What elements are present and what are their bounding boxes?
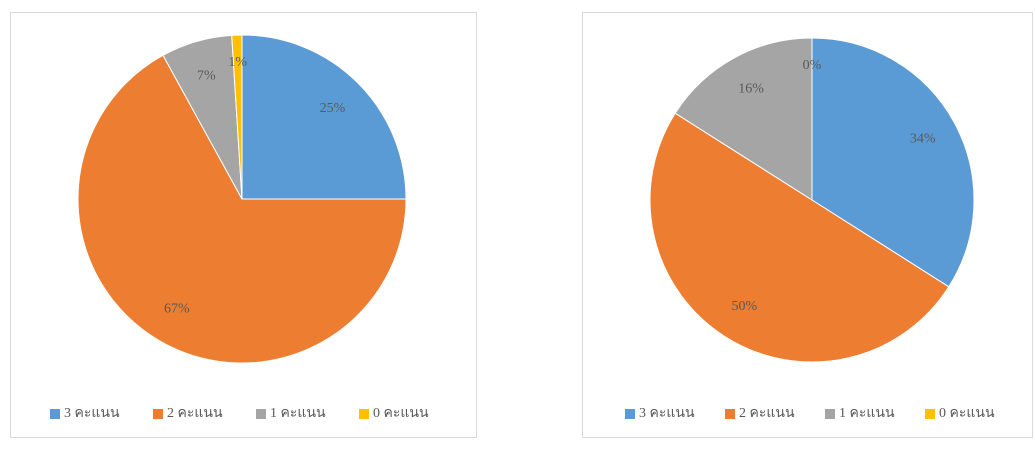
data-label: 0% [803, 58, 822, 73]
legend-swatch [625, 409, 635, 419]
data-label: 34% [910, 131, 936, 146]
data-label: 1% [228, 55, 247, 70]
legend-label: 1 คะแนน [839, 406, 895, 421]
legend-label: 1 คะแนน [270, 406, 326, 421]
legend-swatch [50, 409, 60, 419]
legend-label: 0 คะแนน [939, 406, 995, 421]
legend-label: 2 คะแนน [739, 406, 795, 421]
legend-swatch [725, 409, 735, 419]
legend-swatch [359, 409, 369, 419]
legend-swatch [825, 409, 835, 419]
legend-label: 0 คะแนน [373, 406, 429, 421]
legend-label: 2 คะแนน [167, 406, 223, 421]
data-label: 50% [731, 299, 757, 314]
data-label: 16% [738, 81, 764, 96]
legend-label: 3 คะแนน [64, 406, 120, 421]
legend-swatch [925, 409, 935, 419]
data-label: 7% [197, 68, 216, 83]
page: 25% 67% 7% 1% 3 คะแนน 2 คะแนน 1 คะแนน 0 คะแนน 34… [0, 0, 1035, 454]
legend-label: 3 คะแนน [639, 406, 695, 421]
legend-swatch [153, 409, 163, 419]
data-label: 25% [320, 101, 346, 116]
data-label: 67% [164, 301, 190, 316]
legend-swatch [256, 409, 266, 419]
